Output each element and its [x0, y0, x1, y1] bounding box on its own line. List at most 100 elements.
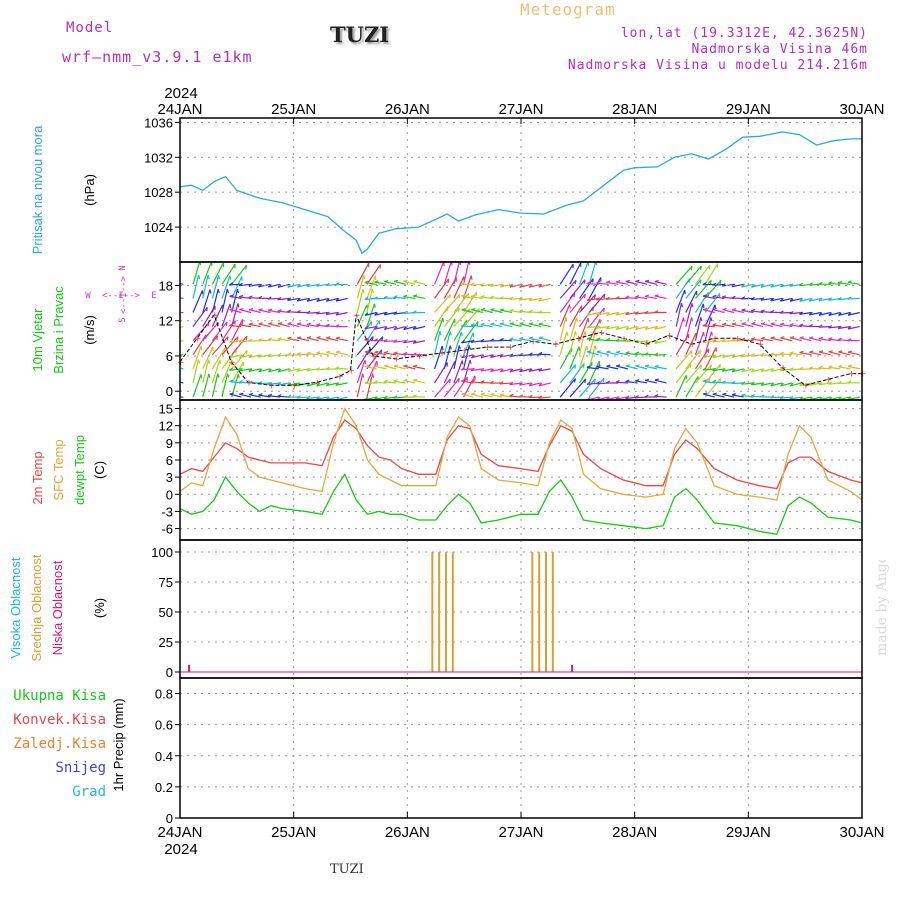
wind-arrow-head	[712, 323, 717, 326]
wind-arrow	[675, 289, 686, 313]
wind-arrow-head	[306, 351, 311, 355]
wind-arrow-head	[258, 308, 263, 311]
wind-arrow-head	[461, 392, 466, 395]
wind-arrow-head	[606, 280, 611, 283]
wind-arrow-head	[470, 275, 473, 280]
wind-arrow-head	[721, 368, 726, 372]
wind-arrow-head	[499, 368, 504, 373]
wind-arrow-head	[197, 359, 201, 364]
wind-arrow	[578, 331, 586, 355]
wind-arrow-head	[248, 308, 254, 311]
wind-arrow	[579, 278, 594, 299]
wind-arrow-head	[248, 368, 253, 372]
wind-arrow	[789, 311, 802, 315]
wind-arrow	[366, 275, 376, 299]
wind-arrow	[258, 309, 271, 314]
wind-arrow	[393, 326, 406, 331]
wind-arrow-head	[461, 360, 464, 365]
wind-arrow-head	[489, 380, 495, 384]
compass-arrow-vertical: <--I-->	[119, 275, 129, 314]
wind-arrow	[704, 317, 712, 341]
wind-arrow-head	[461, 323, 466, 327]
wind-arrow	[192, 334, 207, 356]
wind-arrow-head	[789, 336, 795, 339]
year-label-bottom: 2024	[164, 841, 197, 858]
wind-gust-marker: +	[291, 381, 299, 391]
wind-arrow	[789, 283, 802, 287]
wind-arrow	[702, 340, 715, 344]
wind-arrow	[335, 351, 348, 356]
wind-arrow	[818, 311, 831, 316]
wind-arrow-head	[277, 296, 282, 301]
wind-arrow-head	[828, 281, 833, 284]
wind-arrow	[316, 311, 329, 315]
wind-arrow-head	[403, 378, 408, 382]
wind-arrow-head	[238, 339, 243, 343]
wind-arrow-head	[625, 351, 630, 354]
wind-arrow	[529, 283, 542, 288]
wind-arrow-head	[393, 311, 398, 315]
wind-arrow-head	[719, 364, 721, 369]
wind-arrow	[780, 368, 793, 372]
wind-arrow	[751, 310, 764, 314]
wind-arrow	[828, 351, 841, 356]
wind-arrow	[335, 382, 348, 386]
wind-arrow-head	[566, 331, 569, 336]
wind-arrow-head	[593, 378, 596, 383]
panel-frame	[179, 539, 863, 679]
wind-arrow	[326, 297, 339, 302]
wind-arrow-head	[316, 311, 321, 315]
wind-arrow-head	[837, 337, 842, 341]
wind-arrow	[780, 283, 793, 288]
wind-arrow	[529, 368, 542, 373]
y-tick-label: -6	[161, 522, 173, 537]
wind-arrow	[306, 396, 319, 400]
wind-arrow	[443, 331, 451, 355]
wind-arrow-head	[751, 284, 755, 288]
wind-arrow	[780, 337, 793, 342]
wind-arrow	[192, 274, 200, 299]
wind-arrow-head	[700, 317, 703, 322]
wind-arrow-head	[779, 351, 785, 355]
wind-arrow-head	[574, 378, 576, 383]
wind-arrow-head	[644, 294, 649, 297]
y-tick-label: 50	[159, 605, 173, 620]
series-line	[179, 407, 863, 501]
wind-arrow-head	[712, 379, 717, 383]
wind-arrow-head	[741, 381, 746, 385]
compass-arrow-horizontal: <--I-->	[102, 291, 141, 301]
wind-arrow-head	[239, 307, 244, 311]
wind-arrow-head	[586, 281, 591, 285]
wind-arrow	[635, 380, 648, 384]
wind-arrow	[538, 382, 551, 387]
wind-arrow-head	[326, 336, 331, 339]
wind-arrow	[393, 296, 406, 300]
wind-arrow-head	[615, 396, 620, 400]
wind-arrow-head	[625, 279, 630, 283]
wind-arrow-head	[383, 395, 388, 400]
wind-arrow	[579, 378, 596, 398]
wind-arrow	[239, 283, 252, 287]
wind-arrow-head	[267, 393, 273, 397]
wind-arrow-head	[799, 311, 804, 315]
wind-arrow-head	[267, 337, 272, 341]
wind-arrow-head	[702, 308, 708, 311]
wind-arrow	[722, 393, 735, 398]
footer-station-label: TUZI	[330, 862, 364, 877]
wind-arrow-head	[374, 326, 378, 330]
wind-arrow	[316, 337, 329, 342]
wind-arrow-head	[267, 283, 272, 288]
credit-text: made by Angel	[874, 560, 890, 656]
wind-arrow	[828, 297, 841, 301]
wind-arrow	[239, 308, 252, 314]
wind-arrow-head	[837, 380, 842, 384]
wind-arrow	[712, 368, 725, 372]
wind-arrow-head	[799, 336, 804, 339]
wind-arrow-head	[371, 288, 374, 294]
wind-arrow	[654, 340, 667, 344]
wind-arrow-head	[780, 382, 784, 387]
wind-arrow-head	[634, 395, 639, 399]
wind-arrow-head	[277, 337, 282, 340]
wind-arrow-head	[374, 338, 379, 342]
wind-arrow	[499, 382, 512, 385]
